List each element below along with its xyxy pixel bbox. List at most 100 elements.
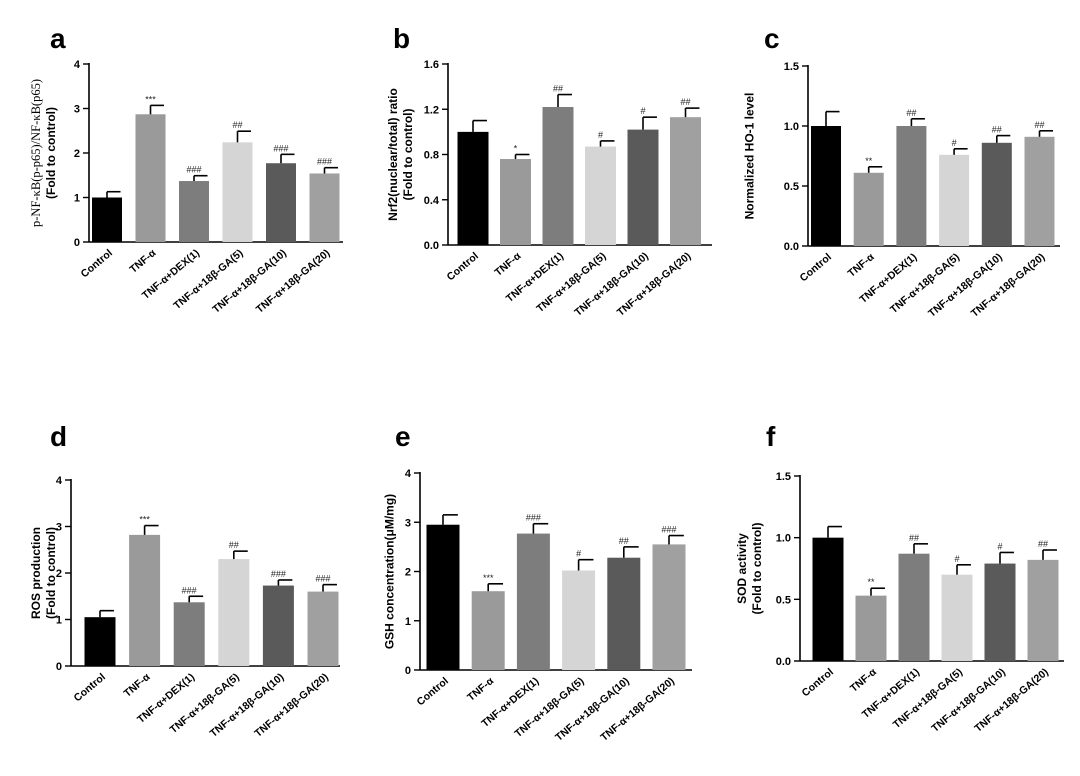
y-axis-title-line: p-NF-κB(p-p65)/NF-κB(p65) [29,79,43,227]
significance-label: ### [273,143,288,153]
category-label: TNF-α [492,250,523,279]
bar-5 [652,544,686,670]
significance-label: ** [867,577,875,587]
bar-2 [896,126,927,246]
y-tick-label: 2 [56,568,62,580]
bar-3 [941,574,973,661]
significance-label: ## [1038,539,1048,549]
bar-0 [426,524,460,670]
significance-label: ### [661,525,676,535]
bar-4 [262,585,294,666]
category-label: TNF-α [846,251,877,280]
y-tick-label: 1.0 [784,121,799,133]
y-axis-title-line: Nrf2(nuclear/total) ratio [386,88,400,221]
bar-2 [516,533,550,670]
significance-label: ## [229,540,239,550]
y-tick-label: 1 [56,615,62,627]
y-tick-label: 1 [405,616,411,628]
category-label: Control [445,250,481,283]
y-axis-title-line: (Fold to control) [44,527,58,619]
y-axis-title-line: Normalized HO-1 level [743,93,757,220]
bar-0 [457,131,489,245]
y-tick-label: 0.0 [776,656,791,668]
significance-label: # [997,541,1002,551]
bar-3 [562,570,596,670]
bar-0 [811,126,841,246]
bar-4 [607,557,641,670]
chart-panel-a: a 0 1 2 3 4 p-NF-κB(p-p65)/NF-κB(p65) (Fold to … [29,23,343,316]
significance-label: *** [483,573,494,583]
bar-4 [266,163,296,242]
bar-3 [222,142,253,242]
y-tick-label: 1.5 [784,61,799,73]
y-tick-label: 1.0 [776,533,791,545]
y-tick-label: 2 [405,567,411,579]
significance-label: ### [186,165,201,175]
bar-1 [500,159,531,245]
category-label: TNF-α+18β-GA(10) [572,250,651,319]
significance-label: ** [865,156,873,166]
y-tick-label: 1 [74,193,80,205]
chart-panel-b: b 0.0 0.4 0.8 1.2 1.6 Nrf2(nuclear/total) rati… [386,23,712,319]
significance-label: # [598,130,603,140]
y-tick-label: 0.5 [784,181,799,193]
significance-label: * [514,144,518,154]
chart-panel-d: d 0 1 2 3 4 ROS production (Fold to control) Con… [29,421,340,740]
significance-label: ### [315,574,330,584]
bar-5 [309,173,340,242]
y-tick-label: 0 [74,237,80,249]
significance-label: # [954,554,959,564]
y-axis-title-line: (Fold to control) [44,107,58,199]
y-tick-label: 4 [56,475,63,487]
category-label: Control [72,671,108,704]
y-tick-label: 4 [74,59,81,71]
category-label: TNF-α+18β-GA(20) [969,251,1048,320]
bar-4 [627,129,659,245]
chart-panel-e: e 0 1 2 3 4 GSH concentration(μM/mg) Control ***… [383,421,692,744]
y-tick-label: 0.5 [776,594,791,606]
panel-letter: a [50,23,66,54]
y-axis-title-line: (Fold to control) [750,523,764,615]
category-label: TNF-α+18β-GA(10) [926,251,1005,320]
significance-label: ### [317,157,332,167]
significance-label: ### [526,513,541,523]
bar-0 [84,617,116,666]
bar-5 [670,117,701,245]
significance-label: ### [182,585,197,595]
category-label: Control [79,247,115,280]
category-label: TNF-α+18β-GA(20) [598,675,677,744]
category-label: TNF-α [465,675,496,704]
bar-2 [898,553,930,661]
category-label: Control [800,666,836,699]
significance-label: *** [145,94,156,104]
significance-label: ## [553,84,563,94]
bar-1 [129,534,161,666]
y-tick-label: 1.6 [424,59,439,71]
y-tick-label: 3 [405,517,411,529]
y-tick-label: 2 [74,148,80,160]
bar-1 [853,172,884,246]
significance-label: ## [992,125,1002,135]
category-label: Control [798,251,834,284]
significance-label: ## [619,536,629,546]
bar-1 [135,114,166,242]
y-tick-label: 0.4 [424,195,440,207]
y-tick-label: 4 [405,468,412,480]
significance-label: ## [232,120,242,130]
category-label: TNF-α [848,666,879,695]
significance-label: # [952,138,957,148]
category-label: TNF-α+18β-GA(20) [972,666,1051,735]
bar-1 [471,591,505,670]
category-label: TNF-α+18β-GA(10) [210,247,289,316]
category-label: TNF-α+18β-GA(20) [254,247,333,316]
y-tick-label: 0 [405,665,411,677]
bar-4 [984,563,1016,661]
bar-3 [939,154,970,246]
significance-label: ## [1034,120,1044,130]
bar-5 [307,591,339,666]
significance-label: ## [906,108,916,118]
y-axis-title-line: SOD activity [735,533,749,604]
bar-2 [173,602,205,666]
bar-2 [542,106,574,245]
